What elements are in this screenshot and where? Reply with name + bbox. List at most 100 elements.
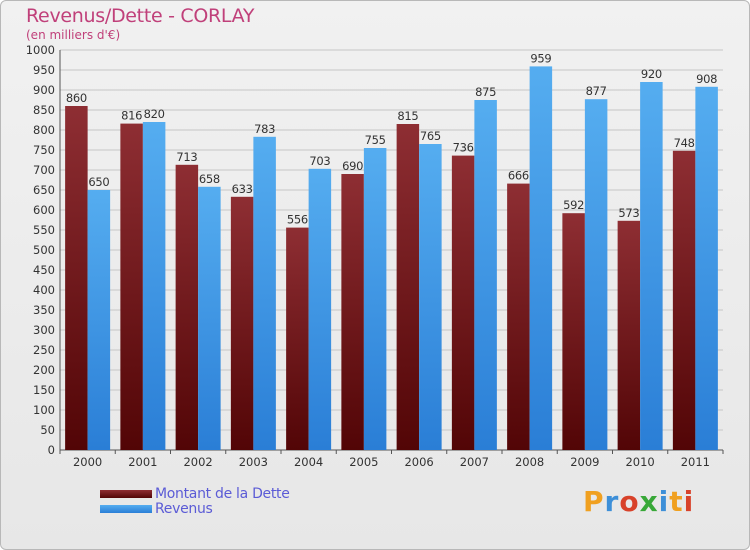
y-tick-label: 250	[33, 343, 55, 357]
bar-revenus-2001	[142, 122, 166, 450]
y-tick-label: 0	[48, 443, 55, 457]
y-tick-label: 350	[33, 303, 55, 317]
data-label-revenus-2002: 658	[199, 172, 220, 186]
grid-lines	[60, 49, 723, 451]
x-tick-label: 2003	[239, 455, 268, 469]
y-tick-label: 150	[33, 383, 55, 397]
bar-dette-2009	[562, 213, 585, 450]
y-tick-label: 750	[33, 143, 55, 157]
x-tick-label: 2005	[349, 455, 378, 469]
logo-letter: o	[619, 485, 640, 518]
logo-letter: i	[658, 485, 670, 518]
data-label-dette-2001: 816	[121, 109, 142, 123]
legend-swatch-revenus	[100, 505, 152, 513]
x-tick-label: 2004	[294, 455, 323, 469]
y-tick-label: 900	[33, 83, 55, 97]
y-tick-label: 200	[33, 363, 55, 377]
logo-letter: t	[669, 485, 684, 518]
x-tick-label: 2008	[515, 455, 544, 469]
bar-dette-2011	[672, 150, 696, 451]
data-label-revenus-2010: 920	[641, 67, 662, 81]
data-label-dette-2006: 815	[397, 109, 418, 123]
y-tick-label: 500	[33, 243, 55, 257]
data-label-dette-2007: 736	[453, 141, 474, 155]
x-tick-label: 2011	[681, 455, 710, 469]
bar-revenus-2004	[308, 168, 332, 451]
data-label-revenus-2011: 908	[696, 72, 717, 86]
y-tick-label: 600	[33, 203, 55, 217]
bar-revenus-2011	[695, 86, 718, 451]
legend-label-revenus: Revenus	[155, 501, 213, 517]
data-label-dette-2003: 633	[232, 182, 253, 196]
legend-label-dette: Montant de la Dette	[155, 486, 290, 502]
x-tick-label: 2000	[73, 455, 102, 469]
data-label-revenus-2000: 650	[88, 175, 109, 189]
bar-dette-2007	[451, 155, 475, 450]
logo-letter: r	[604, 485, 620, 518]
y-tick-label: 1000	[26, 43, 55, 57]
proxiti-logo: Proxiti	[583, 485, 694, 518]
y-tick-label: 450	[33, 263, 55, 277]
x-tick-label: 2001	[128, 455, 157, 469]
y-tick-label: 700	[33, 163, 55, 177]
bar-revenus-2007	[474, 100, 497, 450]
bar-revenus-2008	[529, 66, 553, 451]
data-label-revenus-2005: 755	[365, 133, 386, 147]
y-tick-label: 650	[33, 183, 55, 197]
bar-revenus-2006	[419, 144, 442, 450]
bar-dette-2000	[65, 106, 88, 450]
bar-revenus-2005	[363, 148, 387, 450]
bar-revenus-2000	[87, 190, 111, 450]
data-label-dette-2002: 713	[176, 150, 197, 164]
data-label-revenus-2006: 765	[420, 129, 441, 143]
bar-revenus-2010	[640, 82, 663, 450]
chart-subtitle: (en milliers d'€)	[26, 28, 121, 42]
data-label-revenus-2009: 877	[586, 84, 607, 98]
logo-letter: i	[683, 485, 695, 518]
data-label-revenus-2008: 959	[530, 51, 551, 65]
axes: 0 50 100 150 200 250 300 350 400 450 500 550 600 650 7…	[26, 43, 724, 469]
x-tick-label: 2010	[625, 455, 654, 469]
data-label-dette-2000: 860	[66, 91, 87, 105]
data-label-dette-2008: 666	[508, 169, 529, 183]
bar-dette-2004	[286, 227, 309, 450]
data-label-revenus-2001: 820	[144, 107, 165, 121]
y-tick-label: 950	[33, 63, 55, 77]
y-tick-label: 800	[33, 123, 55, 137]
y-tick-label: 300	[33, 323, 55, 337]
data-label-dette-2004: 556	[287, 213, 308, 227]
bar-revenus-2003	[253, 136, 276, 451]
bar-dette-2001	[120, 123, 143, 450]
legend-swatch-dette	[100, 490, 152, 498]
x-tick-label: 2007	[460, 455, 489, 469]
data-label-revenus-2003: 783	[254, 122, 275, 136]
chart-title: Revenus/Dette - CORLAY	[26, 5, 255, 27]
bar-revenus-2009	[584, 99, 608, 450]
y-tick-label: 100	[33, 403, 55, 417]
x-tick-label: 2006	[404, 455, 433, 469]
bar-dette-2003	[230, 196, 254, 450]
bar-dette-2006	[396, 124, 420, 450]
bar-revenus-2002	[198, 186, 221, 451]
bar-dette-2010	[617, 220, 641, 450]
x-tick-label: 2009	[570, 455, 599, 469]
logo-letter: P	[583, 485, 605, 518]
bar-dette-2008	[507, 183, 530, 450]
y-tick-label: 550	[33, 223, 55, 237]
data-label-revenus-2004: 703	[309, 154, 330, 168]
x-tick-label: 2002	[183, 455, 212, 469]
bar-dette-2005	[341, 174, 364, 450]
y-tick-label: 850	[33, 103, 55, 117]
bars	[65, 66, 718, 451]
data-label-dette-2010: 573	[618, 206, 639, 220]
logo-letter: x	[639, 485, 659, 518]
data-label-dette-2011: 748	[674, 136, 695, 150]
data-label-revenus-2007: 875	[475, 85, 496, 99]
data-label-dette-2009: 592	[563, 198, 584, 212]
y-tick-label: 400	[33, 283, 55, 297]
y-tick-label: 50	[40, 423, 55, 437]
bar-dette-2002	[175, 164, 199, 451]
data-label-dette-2005: 690	[342, 159, 363, 173]
